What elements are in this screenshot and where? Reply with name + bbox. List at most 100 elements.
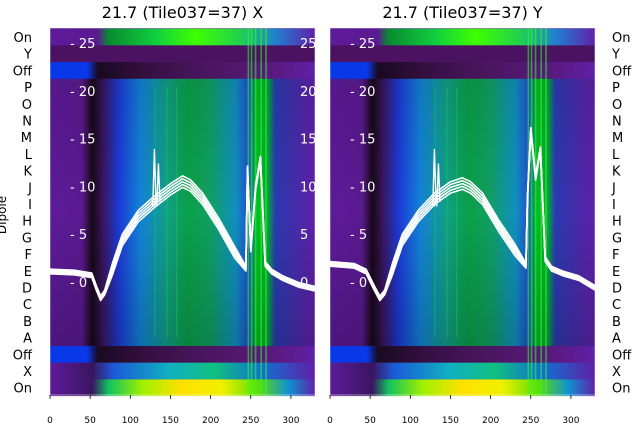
- row-label: E: [24, 265, 32, 280]
- x-tick-label: 0: [47, 416, 53, 426]
- panel-x: - 0 0- 5 5- 10 10- 15 15- 20 20- 25 250 50 100 15…: [0, 3, 317, 426]
- row-label: Off: [612, 348, 632, 363]
- row-label: B: [23, 315, 32, 330]
- row-label: Y: [611, 48, 620, 63]
- heatmap-row-x: [330, 362, 595, 380]
- x-tick-label: 100: [402, 416, 419, 426]
- overlay-line: [49, 155, 316, 297]
- row-label: X: [612, 365, 621, 380]
- heatmap-row-off-bottom: [330, 346, 595, 363]
- overlay-ytick: - 20: [350, 85, 375, 100]
- row-label: H: [22, 215, 32, 230]
- overlay-ytick: - 5: [70, 228, 87, 243]
- row-label: On: [612, 382, 630, 397]
- overlay-ytick: - 15: [70, 133, 95, 148]
- x-tick-label: 200: [482, 416, 499, 426]
- overlay-ytick: - 5: [350, 228, 367, 243]
- row-label: On: [14, 382, 32, 397]
- heatmap-streak: [260, 28, 262, 395]
- panel-y: - 0 - 5 - 10 - 15 - 20 - 25 0 50 100 150 200 250 300…: [327, 3, 632, 426]
- heatmap-streak: [446, 87, 448, 338]
- overlay-ytick-right: 0: [300, 276, 308, 291]
- overlay-ytick: - 25: [350, 37, 375, 52]
- chart-title: 21.7 (Tile037=37) Y: [382, 3, 543, 22]
- heatmap-streak: [540, 28, 542, 395]
- heatmap-row-off-top: [50, 62, 315, 79]
- overlay-ytick: - 0: [350, 276, 367, 291]
- overlay-spike: [432, 149, 437, 207]
- heatmap-streak: [247, 28, 250, 395]
- row-label: K: [23, 165, 32, 180]
- row-label: J: [27, 181, 32, 196]
- row-label: I: [612, 198, 616, 213]
- row-label: I: [28, 198, 32, 213]
- overlay-line: [329, 126, 596, 297]
- overlay-spike: [436, 163, 441, 207]
- x-tick-label: 100: [122, 416, 139, 426]
- overlay-ytick: - 15: [350, 133, 375, 148]
- row-label: D: [612, 282, 622, 297]
- overlay-ytick-right: 25: [300, 37, 317, 52]
- row-label: G: [612, 231, 622, 246]
- row-label: Off: [13, 348, 33, 363]
- row-label: B: [612, 315, 621, 330]
- row-label: P: [24, 81, 32, 96]
- row-label: M: [21, 131, 32, 146]
- row-label: N: [612, 115, 622, 130]
- plot-frame: [329, 27, 596, 396]
- row-label: On: [14, 31, 32, 46]
- row-label: C: [23, 298, 32, 313]
- row-label: O: [612, 98, 622, 113]
- row-label: L: [612, 148, 620, 163]
- heatmap-row-x: [50, 362, 315, 380]
- overlay-ytick: - 20: [70, 85, 95, 100]
- overlay-ytick-right: 20: [300, 85, 317, 100]
- x-tick-label: 50: [84, 416, 96, 426]
- heatmap-row-off-bottom: [50, 346, 315, 363]
- heatmap-streak: [166, 87, 168, 338]
- plot-frame: [49, 27, 316, 396]
- heatmap-row-on-bottom: [50, 379, 315, 397]
- row-label: N: [22, 115, 32, 130]
- row-label: A: [23, 332, 32, 347]
- heatmap-streak: [250, 28, 253, 395]
- heatmap-row-off-top: [330, 62, 595, 79]
- row-label: P: [612, 81, 620, 96]
- overlay-ytick: - 25: [70, 37, 95, 52]
- x-tick-label: 300: [282, 416, 299, 426]
- heatmap-streak: [530, 28, 533, 395]
- x-tick-label: 50: [364, 416, 376, 426]
- heatmap-streak: [176, 87, 178, 338]
- row-label: F: [25, 248, 32, 263]
- row-label: D: [22, 282, 32, 297]
- overlay-ytick: - 10: [70, 180, 95, 195]
- heatmap-streak: [545, 28, 547, 395]
- heatmap-streak: [265, 28, 267, 395]
- row-label: C: [612, 298, 621, 313]
- overlay-ytick: - 10: [350, 180, 375, 195]
- chart-title: 21.7 (Tile037=37) X: [102, 3, 264, 22]
- row-label: H: [612, 215, 622, 230]
- row-label: Off: [612, 64, 632, 79]
- overlay-ytick-right: 5: [300, 228, 308, 243]
- heatmap-row-on-bottom: [330, 379, 595, 397]
- heatmap-streak: [154, 87, 156, 338]
- x-tick-label: 200: [202, 416, 219, 426]
- x-tick-label: 150: [162, 416, 179, 426]
- row-label: X: [23, 365, 32, 380]
- row-label: G: [22, 231, 32, 246]
- heatmap-streak: [527, 28, 530, 395]
- row-label: M: [612, 131, 623, 146]
- row-label: Off: [13, 64, 33, 79]
- x-tick-label: 150: [442, 416, 459, 426]
- row-label: E: [612, 265, 620, 280]
- heatmap-body-shade: [330, 78, 595, 347]
- heatmap-streak: [434, 87, 436, 338]
- x-tick-label: 0: [327, 416, 333, 426]
- overlay-ytick-right: 15: [300, 133, 317, 148]
- overlay-spike: [152, 149, 157, 207]
- y-axis-label: Dipole: [0, 196, 9, 234]
- heatmap-body-shade: [50, 78, 315, 347]
- overlay-ytick: - 0: [70, 276, 87, 291]
